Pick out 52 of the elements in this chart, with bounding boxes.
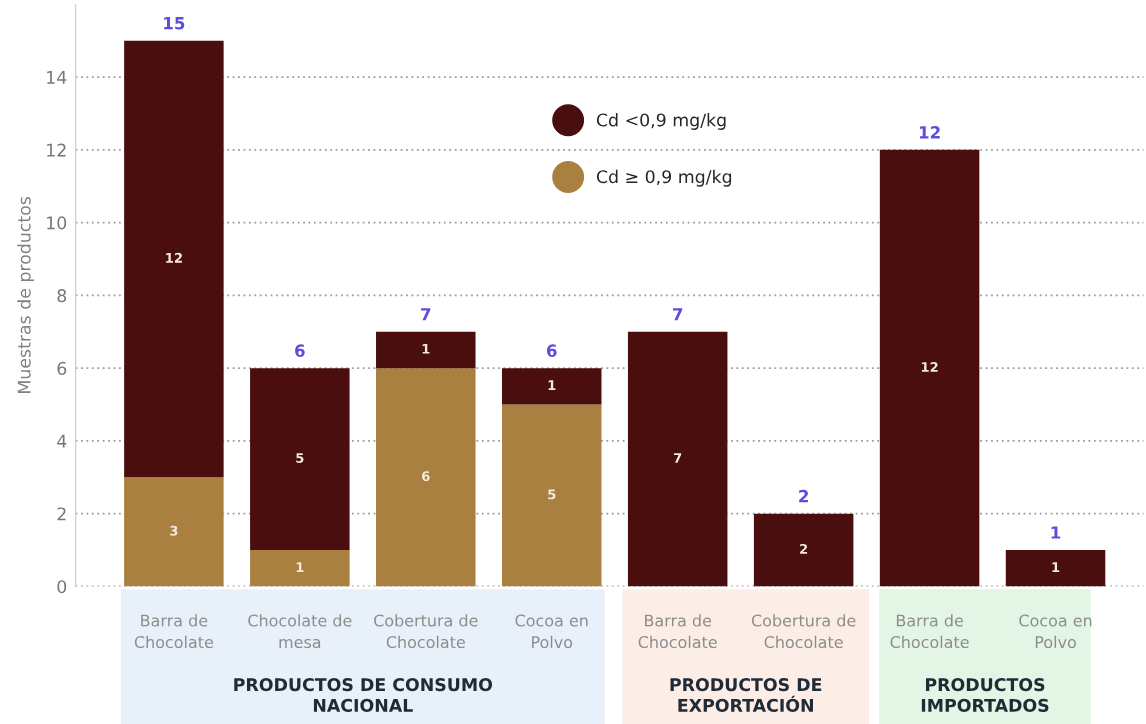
bar: [753, 513, 854, 587]
data-label: 5: [296, 453, 304, 463]
x-tick-label: Cobertura de Chocolate: [751, 614, 856, 649]
bar: [501, 404, 602, 587]
total-label: 15: [164, 17, 185, 30]
bar: [1005, 550, 1106, 587]
total-label: 6: [546, 344, 557, 357]
x-tick-label: Barra de Chocolate: [134, 614, 213, 649]
text: PRODUCTOS IMPORTADOS: [921, 678, 1049, 712]
text: PRODUCTOS DE EXPORTACIÓN: [670, 678, 822, 712]
x-tick-label: Cocoa en Polvo: [515, 614, 588, 649]
x-tick-label: Barra de Chocolate: [890, 614, 969, 649]
legend-label: Cd <0,9 mg/kg: [596, 113, 726, 130]
y-tick-label: 12: [47, 143, 66, 157]
bar: [376, 331, 476, 369]
bar: [376, 368, 476, 587]
total-label: 7: [421, 308, 431, 321]
bar: [124, 477, 224, 587]
y-tick-label: 0: [57, 580, 67, 594]
bar: [124, 40, 224, 478]
x-tick-label: Chocolate de mesa: [248, 614, 352, 649]
total-label: 12: [919, 126, 940, 139]
data-label: 5: [548, 489, 556, 500]
total-label: 1: [1051, 526, 1061, 539]
data-label: 2: [800, 543, 808, 554]
y-axis-title: Muestras de productos: [17, 196, 35, 393]
data-label: 12: [921, 362, 938, 372]
total-label: 7: [673, 308, 683, 321]
data-label: 12: [166, 252, 182, 263]
bar: [250, 368, 350, 551]
x-tick-label: Cocoa en Polvo: [1019, 614, 1092, 649]
x-tick-label: Barra de Chocolate: [638, 614, 717, 649]
data-label: 7: [673, 453, 682, 463]
total-label: 6: [295, 344, 305, 357]
data-label: 1: [1052, 562, 1060, 572]
legend-label: Cd ≥ 0,9 mg/kg: [596, 169, 732, 187]
data-label: 3: [170, 525, 178, 536]
y-tick-label: 6: [57, 361, 67, 375]
data-label: 1: [296, 562, 304, 572]
total-label: 2: [799, 489, 808, 503]
y-tick-label: 14: [47, 71, 67, 84]
bar: [501, 368, 602, 405]
data-label: 1: [548, 380, 556, 390]
y-tick-label: 8: [57, 289, 67, 303]
data-label: 6: [422, 471, 430, 482]
text: PRODUCTOS DE CONSUMO NACIONAL: [234, 678, 493, 712]
bar: [250, 550, 350, 587]
y-tick-label: 2: [57, 507, 66, 521]
y-tick-label: 4: [57, 434, 67, 448]
data-label: 1: [422, 343, 430, 354]
x-tick-label: Cobertura de Chocolate: [374, 614, 478, 649]
y-tick-label: 10: [47, 216, 67, 230]
